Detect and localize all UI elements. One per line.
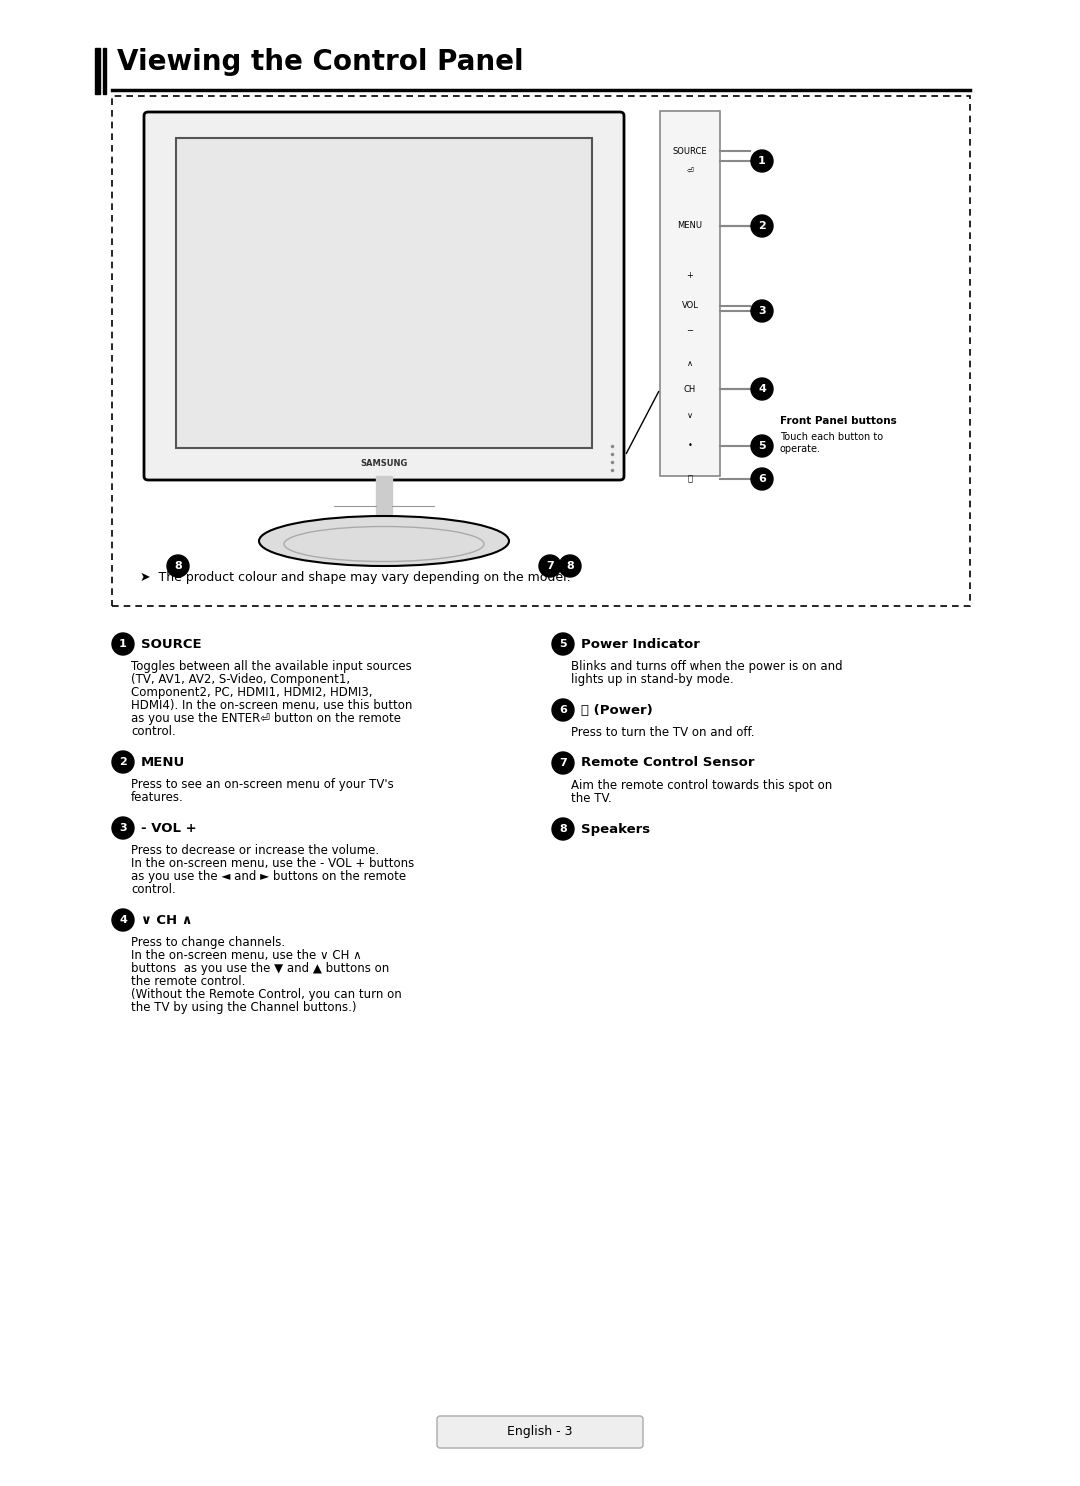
Text: Blinks and turns off when the power is on and: Blinks and turns off when the power is o… xyxy=(571,660,842,673)
Text: Press to turn the TV on and off.: Press to turn the TV on and off. xyxy=(571,727,755,739)
Bar xyxy=(103,48,106,94)
Text: In the on-screen menu, use the ∨ CH ∧: In the on-screen menu, use the ∨ CH ∧ xyxy=(131,950,362,961)
Text: the TV.: the TV. xyxy=(571,792,611,805)
Circle shape xyxy=(552,817,573,840)
Text: 1: 1 xyxy=(119,639,126,649)
Text: 6: 6 xyxy=(758,474,766,484)
Circle shape xyxy=(559,554,581,577)
Text: Power Indicator: Power Indicator xyxy=(581,637,700,651)
Circle shape xyxy=(112,817,134,840)
Text: Aim the remote control towards this spot on: Aim the remote control towards this spot… xyxy=(571,779,833,792)
Text: ∨ CH ∧: ∨ CH ∧ xyxy=(141,914,192,926)
Text: Viewing the Control Panel: Viewing the Control Panel xyxy=(117,48,524,76)
Text: ∨: ∨ xyxy=(687,412,693,421)
Circle shape xyxy=(167,554,189,577)
Text: Remote Control Sensor: Remote Control Sensor xyxy=(581,756,755,770)
Text: 1: 1 xyxy=(758,156,766,166)
Text: 7: 7 xyxy=(546,562,554,571)
Text: Component2, PC, HDMI1, HDMI2, HDMI3,: Component2, PC, HDMI1, HDMI2, HDMI3, xyxy=(131,687,373,698)
Text: ➤  The product colour and shape may vary depending on the model.: ➤ The product colour and shape may vary … xyxy=(140,572,570,584)
Text: 4: 4 xyxy=(119,915,127,924)
Text: lights up in stand-by mode.: lights up in stand-by mode. xyxy=(571,673,733,687)
Text: buttons  as you use the ▼ and ▲ buttons on: buttons as you use the ▼ and ▲ buttons o… xyxy=(131,961,389,975)
Text: ∧: ∧ xyxy=(687,358,693,367)
Circle shape xyxy=(751,215,773,236)
Circle shape xyxy=(552,698,573,721)
Circle shape xyxy=(552,633,573,655)
Circle shape xyxy=(552,752,573,774)
Text: ⏎: ⏎ xyxy=(687,166,693,175)
Circle shape xyxy=(751,377,773,400)
Text: MENU: MENU xyxy=(141,755,186,768)
Text: features.: features. xyxy=(131,791,184,804)
Text: •: • xyxy=(688,441,692,450)
Circle shape xyxy=(112,909,134,932)
Circle shape xyxy=(112,750,134,773)
Text: Speakers: Speakers xyxy=(581,822,650,835)
Text: as you use the ◄ and ► buttons on the remote: as you use the ◄ and ► buttons on the re… xyxy=(131,869,406,883)
Bar xyxy=(95,48,100,94)
Text: VOL: VOL xyxy=(681,302,699,311)
Circle shape xyxy=(751,150,773,172)
Text: (TV, AV1, AV2, S-Video, Component1,: (TV, AV1, AV2, S-Video, Component1, xyxy=(131,673,350,687)
Text: control.: control. xyxy=(131,725,176,739)
Text: SAMSUNG: SAMSUNG xyxy=(361,459,407,468)
Text: the TV by using the Channel buttons.): the TV by using the Channel buttons.) xyxy=(131,1002,356,1013)
Text: Press to change channels.: Press to change channels. xyxy=(131,936,285,950)
Text: 3: 3 xyxy=(119,823,126,834)
Text: 8: 8 xyxy=(566,562,573,571)
Text: 6: 6 xyxy=(559,704,567,715)
Text: (Without the Remote Control, you can turn on: (Without the Remote Control, you can tur… xyxy=(131,988,402,1002)
Circle shape xyxy=(112,633,134,655)
Circle shape xyxy=(539,554,561,577)
Text: SOURCE: SOURCE xyxy=(673,147,707,156)
Text: - VOL +: - VOL + xyxy=(141,822,197,835)
Circle shape xyxy=(751,435,773,458)
Text: 5: 5 xyxy=(758,441,766,450)
Text: HDMI4). In the on-screen menu, use this button: HDMI4). In the on-screen menu, use this … xyxy=(131,698,413,712)
Text: Front Panel buttons: Front Panel buttons xyxy=(780,416,896,426)
Ellipse shape xyxy=(259,516,509,566)
Text: 2: 2 xyxy=(119,756,126,767)
Circle shape xyxy=(751,300,773,322)
Bar xyxy=(176,138,592,447)
Text: 8: 8 xyxy=(174,562,181,571)
Text: 7: 7 xyxy=(559,758,567,768)
Text: CH: CH xyxy=(684,385,697,394)
Text: 4: 4 xyxy=(758,383,766,394)
Text: +: + xyxy=(687,272,693,281)
FancyBboxPatch shape xyxy=(437,1416,643,1447)
Text: 8: 8 xyxy=(559,825,567,834)
Text: Press to see an on-screen menu of your TV's: Press to see an on-screen menu of your T… xyxy=(131,779,394,791)
Text: 2: 2 xyxy=(758,221,766,230)
Text: Toggles between all the available input sources: Toggles between all the available input … xyxy=(131,660,411,673)
Text: as you use the ENTER⏎ button on the remote: as you use the ENTER⏎ button on the remo… xyxy=(131,712,401,725)
FancyBboxPatch shape xyxy=(144,111,624,480)
Text: In the on-screen menu, use the - VOL + buttons: In the on-screen menu, use the - VOL + b… xyxy=(131,857,415,869)
Circle shape xyxy=(751,468,773,490)
Text: 5: 5 xyxy=(559,639,567,649)
Text: ⏻ (Power): ⏻ (Power) xyxy=(581,703,652,716)
Text: the remote control.: the remote control. xyxy=(131,975,245,988)
Text: 3: 3 xyxy=(758,306,766,317)
Text: MENU: MENU xyxy=(677,221,702,230)
Text: English - 3: English - 3 xyxy=(508,1425,572,1437)
Text: ⏻: ⏻ xyxy=(688,474,692,483)
Text: −: − xyxy=(687,327,693,336)
Text: control.: control. xyxy=(131,883,176,896)
Text: SOURCE: SOURCE xyxy=(141,637,206,651)
Text: Press to decrease or increase the volume.: Press to decrease or increase the volume… xyxy=(131,844,379,857)
Text: Touch each button to
operate.: Touch each button to operate. xyxy=(780,432,883,453)
Bar xyxy=(112,97,970,606)
Bar xyxy=(376,476,392,526)
Bar xyxy=(660,111,720,476)
